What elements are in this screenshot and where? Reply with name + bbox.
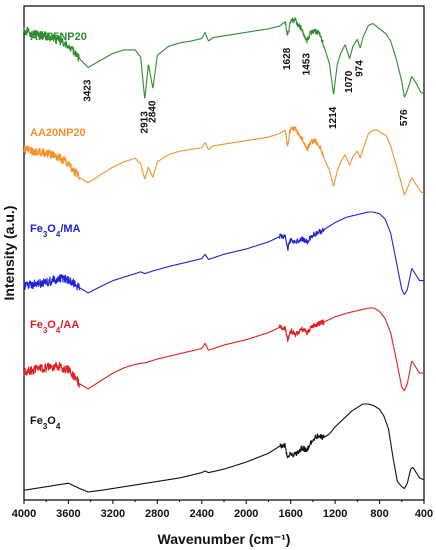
x-tick-label: 3200 (101, 508, 125, 520)
peak-label: 1070 (344, 70, 355, 93)
x-tick-label: 2000 (234, 508, 258, 520)
series-line (23, 403, 425, 493)
series-label: Fe3O4/AA (30, 319, 79, 335)
series-label: Fe3O4 (30, 415, 61, 431)
peak-label: 2913 (139, 111, 150, 134)
x-tick-label: 2800 (145, 508, 169, 520)
peak-label: 2840 (147, 100, 158, 123)
peak-label: 3423 (83, 79, 94, 102)
peak-label: 576 (399, 109, 410, 126)
series-line (23, 17, 425, 99)
peak-label: 974 (355, 60, 366, 77)
x-tick-label: 3600 (56, 508, 80, 520)
series-label: Fe3O4/MA (30, 223, 81, 239)
series-label: AA20NP20 (30, 127, 86, 139)
series-group (23, 17, 425, 493)
series-line (23, 211, 425, 296)
x-tick-label: 1200 (323, 508, 347, 520)
plot-area: AM25NP20 AA20NP20 Fe3O4/MA Fe3O4/AA Fe3O4 34… (12, 5, 433, 520)
series-line (23, 307, 425, 392)
x-axis-title: Wavenumber (cm⁻¹) (158, 531, 291, 547)
peak-label: 1628 (282, 47, 293, 70)
y-axis-title: Intensity (a.u.) (1, 206, 17, 301)
x-axis-ticks: 4000 3600 3200 2800 2400 2000 1600 1200 800 400 (12, 500, 433, 520)
x-tick-label: 2400 (190, 508, 214, 520)
series-labels: AM25NP20 AA20NP20 Fe3O4/MA Fe3O4/AA Fe3O4 (30, 31, 87, 431)
x-tick-label: 4000 (12, 508, 36, 520)
x-tick-label: 800 (370, 508, 388, 520)
peak-label: 1214 (328, 106, 339, 129)
x-tick-label: 1600 (278, 508, 302, 520)
series-line (23, 125, 425, 196)
x-tick-label: 400 (415, 508, 433, 520)
series-label: AM25NP20 (30, 31, 87, 43)
peak-label: 1453 (302, 53, 313, 76)
